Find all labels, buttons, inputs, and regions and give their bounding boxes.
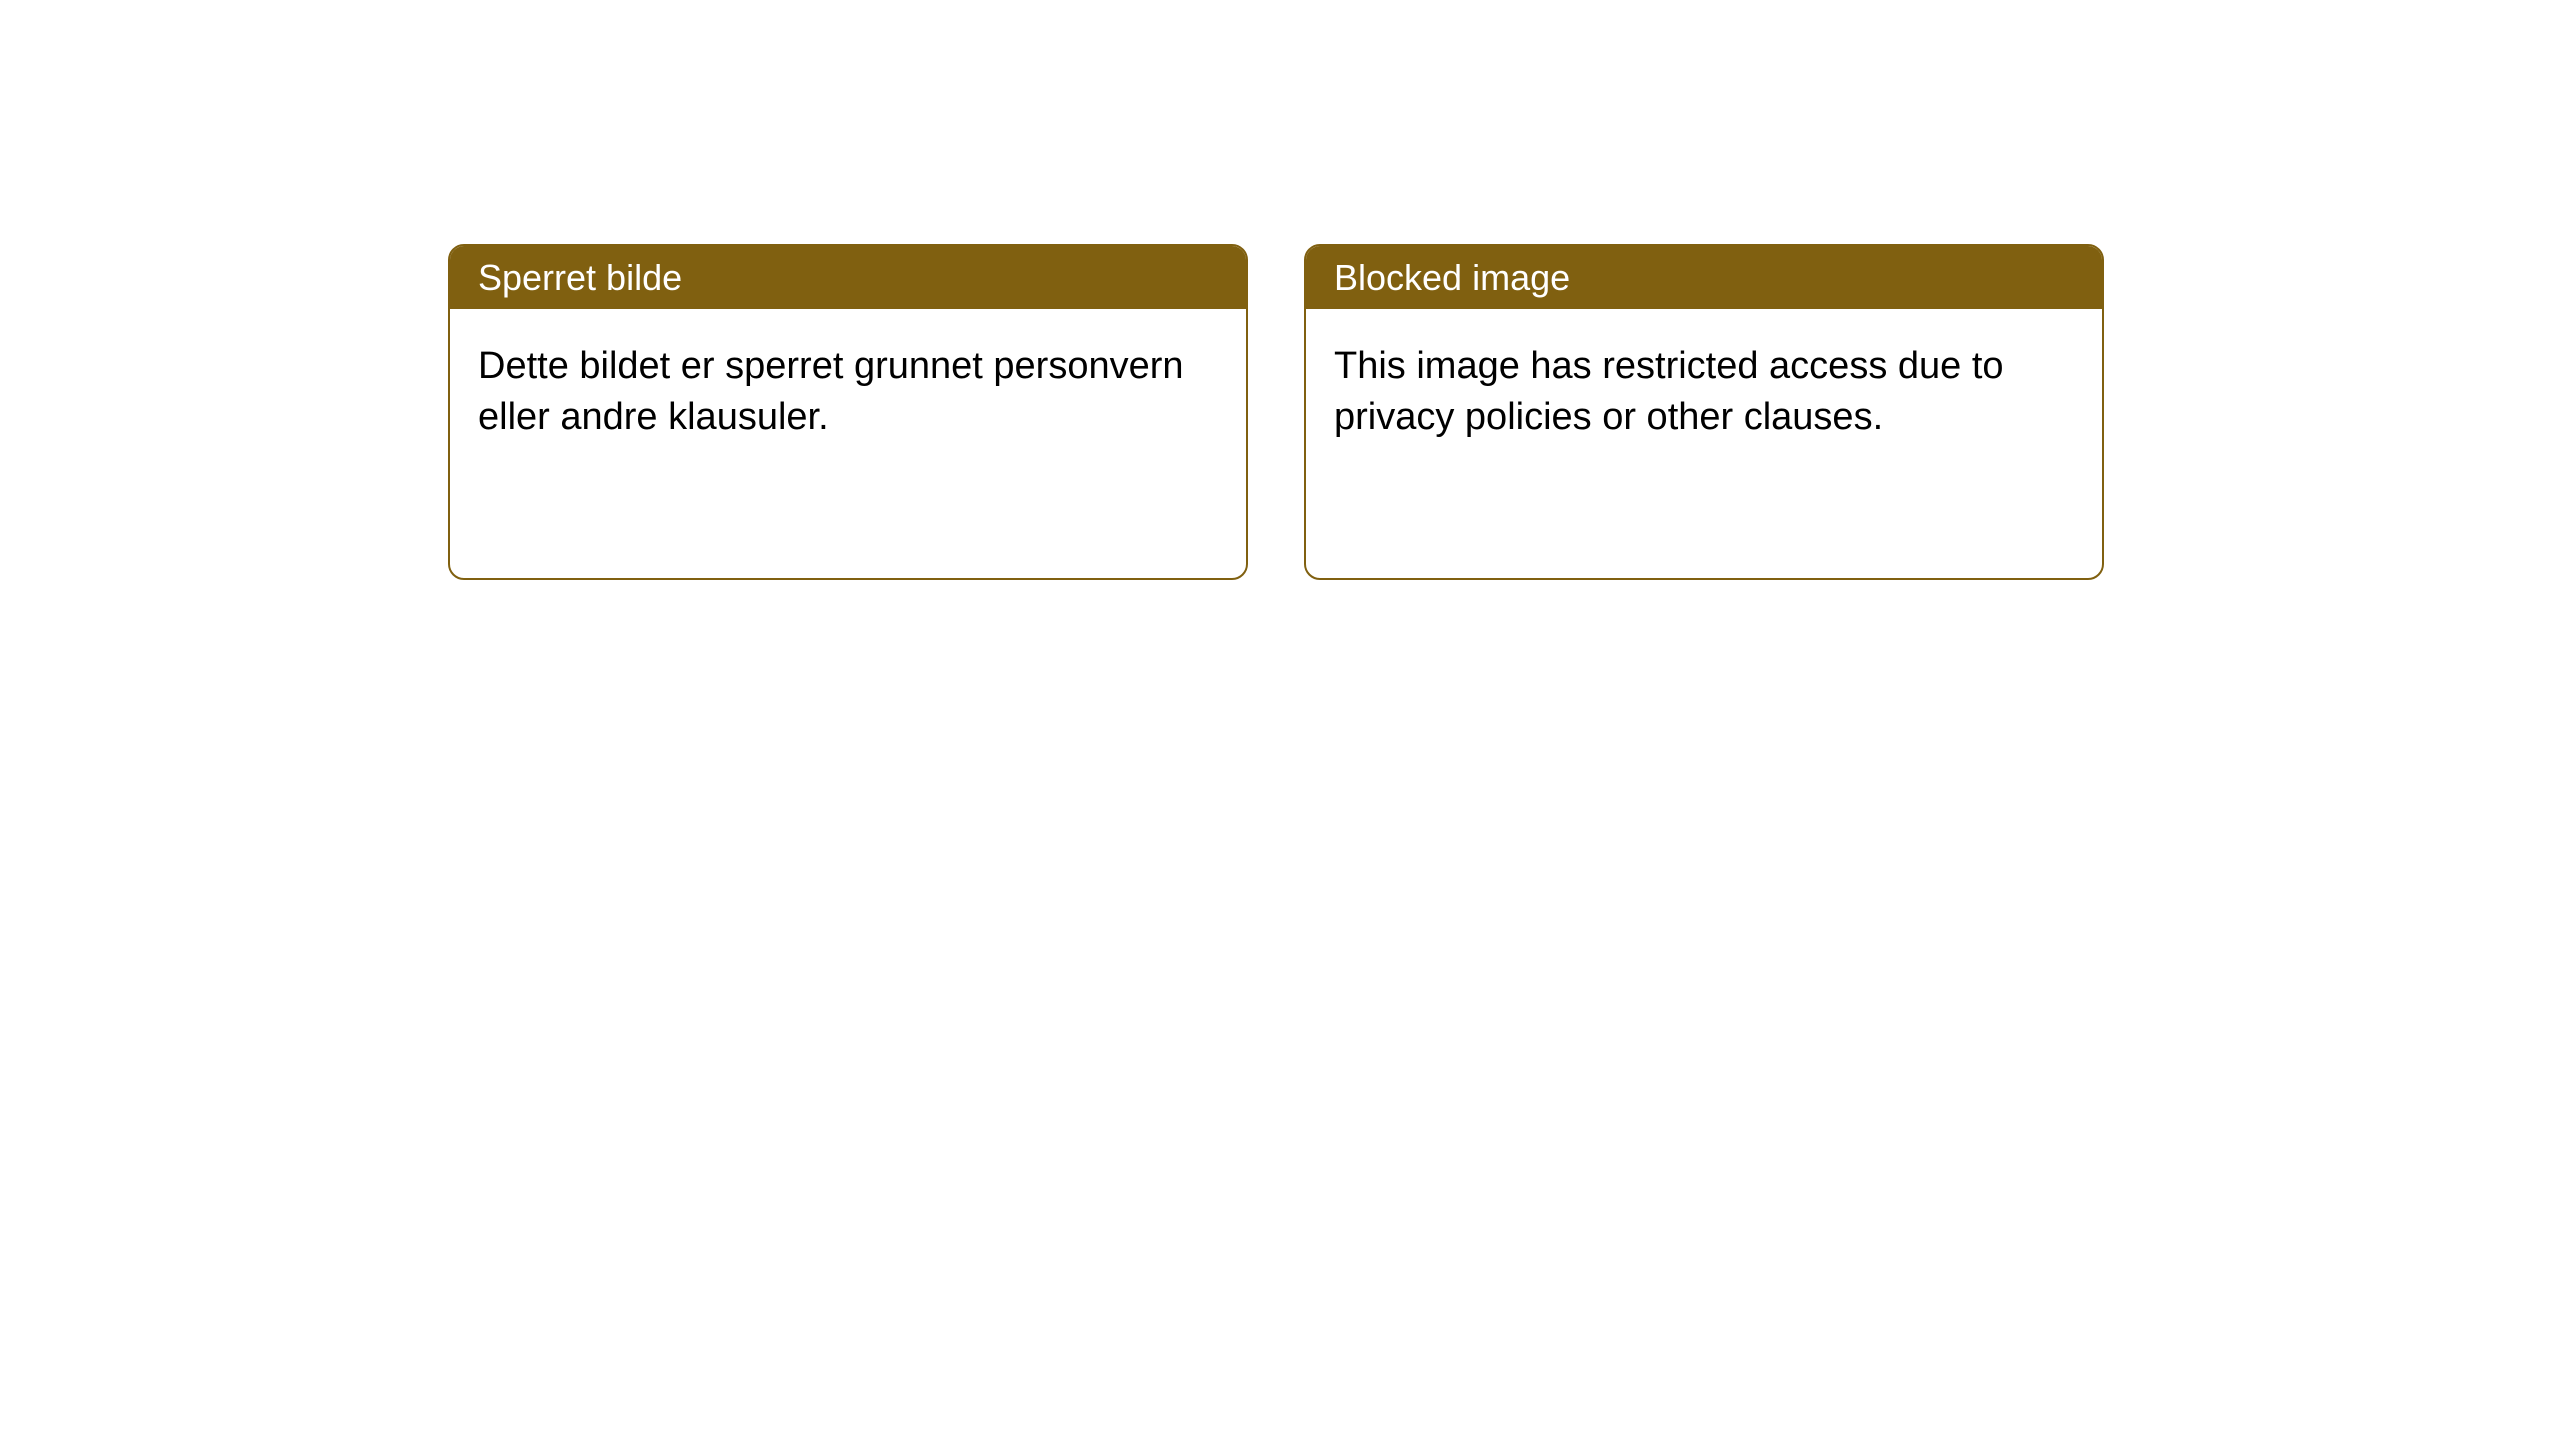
notice-card-body: This image has restricted access due to … bbox=[1306, 309, 2102, 476]
notice-card-title: Blocked image bbox=[1306, 246, 2102, 309]
notice-card-body: Dette bildet er sperret grunnet personve… bbox=[450, 309, 1246, 476]
blocked-image-notices: Sperret bilde Dette bildet er sperret gr… bbox=[448, 244, 2104, 580]
notice-card-title: Sperret bilde bbox=[450, 246, 1246, 309]
notice-card-norwegian: Sperret bilde Dette bildet er sperret gr… bbox=[448, 244, 1248, 580]
notice-card-english: Blocked image This image has restricted … bbox=[1304, 244, 2104, 580]
